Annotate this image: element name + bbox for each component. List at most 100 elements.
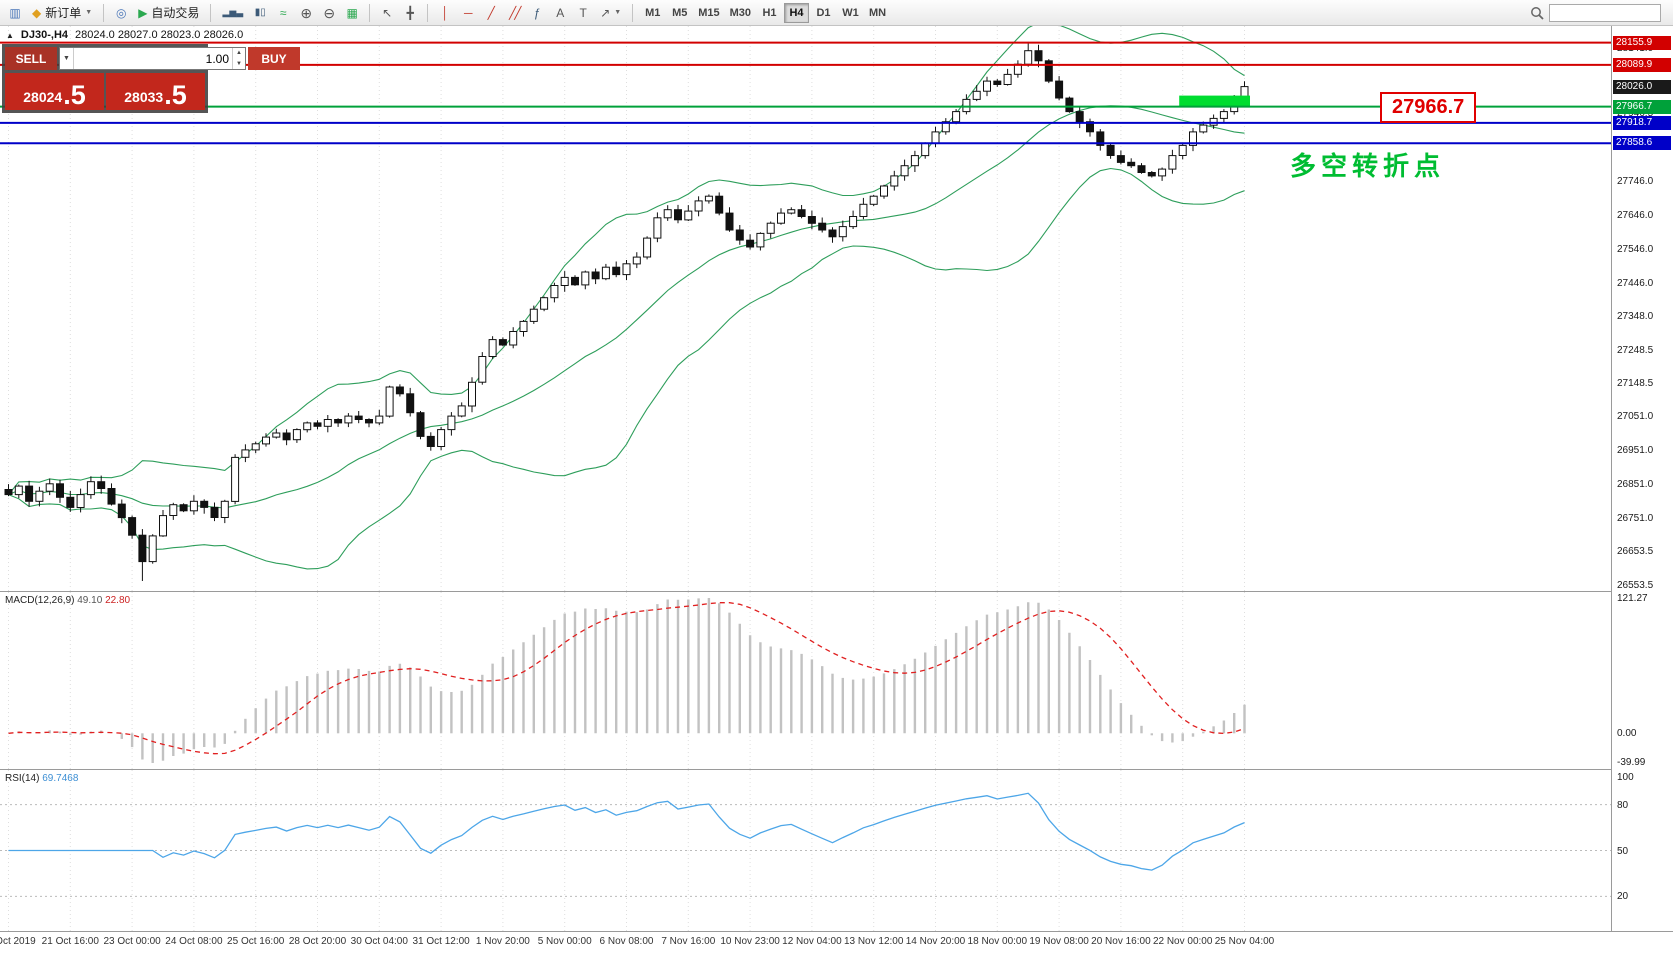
candle: [632, 256, 641, 265]
symbol-name: DJ30-,H4: [20, 29, 68, 41]
toolbar-separator: [427, 3, 429, 22]
pane-divider[interactable]: [0, 769, 1673, 770]
rsi-pane[interactable]: [0, 770, 1611, 931]
candle: [715, 195, 724, 214]
candle: [385, 386, 394, 417]
candle: [354, 415, 363, 421]
timeframe-m5[interactable]: M5: [672, 6, 688, 19]
toolbar-separator: [632, 3, 634, 22]
candle: [509, 331, 518, 346]
volume-dropdown-icon[interactable]: ▼: [60, 48, 74, 69]
candle: [684, 210, 693, 221]
candle: [375, 415, 384, 424]
pane-divider[interactable]: [0, 591, 1673, 592]
candle: [1158, 168, 1167, 177]
timeframe-w1[interactable]: W1: [842, 6, 859, 19]
price-callout[interactable]: 27966.7: [1380, 91, 1477, 123]
collapse-triangle-icon[interactable]: ▲: [6, 30, 14, 40]
line-chart-icon[interactable]: ≈: [279, 5, 287, 20]
time-axis-label: 1 Nov 20:00: [475, 936, 530, 947]
zoom-out-icon[interactable]: ⊖: [323, 4, 336, 21]
volume-control: ▼ ▲ ▼: [59, 47, 246, 70]
candle: [818, 222, 827, 231]
candle: [25, 485, 34, 502]
candle: [1055, 80, 1064, 99]
candle: [488, 339, 497, 358]
candle: [663, 209, 672, 219]
price-axis-label: 27348.0: [1617, 310, 1654, 322]
timeframe-d1[interactable]: D1: [816, 6, 831, 19]
time-axis-label: 25 Oct 16:00: [227, 936, 285, 947]
new-order-button[interactable]: ◆ 新订单 ▼: [27, 2, 97, 24]
candle: [107, 488, 116, 505]
time-axis: 18 Oct 2019 21 Oct 16:00 23 Oct 00:00 24 Oc…: [0, 932, 1673, 953]
chinese-annotation[interactable]: 多空转折点: [1290, 151, 1446, 181]
timeframe-mn[interactable]: MN: [869, 6, 887, 19]
candle: [993, 80, 1002, 85]
buy-button[interactable]: BUY: [248, 47, 300, 70]
macd-pane[interactable]: [0, 592, 1611, 769]
tile-windows-icon[interactable]: ▦: [346, 5, 358, 20]
candle: [406, 393, 415, 414]
time-axis-label: 21 Oct 16:00: [41, 936, 99, 947]
sell-price[interactable]: 28024 .5: [5, 73, 104, 110]
time-axis-label: 23 Oct 00:00: [103, 936, 161, 947]
search-input[interactable]: [1549, 3, 1661, 22]
candle: [1044, 60, 1053, 82]
timeframe-m15[interactable]: M15: [698, 6, 720, 19]
candle: [612, 266, 621, 276]
candle: [1127, 161, 1136, 167]
candlestick-chart-icon[interactable]: ▮▯: [254, 6, 266, 18]
candle: [519, 320, 528, 332]
price-axis-label: 27446.0: [1617, 277, 1654, 289]
volume-input[interactable]: [74, 48, 232, 69]
arrows-icon[interactable]: ↗ ▼: [600, 5, 622, 20]
candle: [416, 412, 425, 437]
sell-price-pips: .5: [63, 79, 86, 110]
buy-price-main: 28033: [124, 89, 164, 105]
candle: [1199, 124, 1208, 133]
timeframe-h1[interactable]: H1: [762, 6, 777, 19]
price-axis-label: 50: [1617, 845, 1629, 857]
candle: [797, 209, 806, 217]
toolbar-separator: [210, 3, 212, 22]
sell-button[interactable]: SELL: [5, 47, 57, 70]
main-chart[interactable]: [0, 26, 1611, 591]
toolbar: ▥ ◆ 新订单 ▼ ◎ ▶ 自动交易 ▂▅▃ ▮▯ ≈ ⊕ ⊖ ▦ ↖ ╋ │ …: [0, 0, 1673, 26]
candle: [1106, 144, 1115, 157]
expert-advisors-icon[interactable]: ◎: [115, 5, 127, 20]
autotrade-button[interactable]: ▶ 自动交易: [133, 2, 204, 24]
text-icon[interactable]: A: [556, 5, 565, 20]
timeframe-m1[interactable]: M1: [645, 6, 661, 19]
bar-chart-icon[interactable]: ▂▅▃: [222, 7, 244, 17]
chart-window-icon[interactable]: ▥: [9, 5, 21, 20]
label-icon[interactable]: T: [579, 5, 587, 20]
candle: [1209, 117, 1218, 126]
highlight-box[interactable]: [1179, 95, 1250, 107]
zoom-in-icon[interactable]: ⊕: [300, 4, 313, 21]
timeframe-h4[interactable]: H4: [784, 2, 810, 23]
candle: [344, 415, 353, 424]
timeframe-m30[interactable]: M30: [729, 6, 752, 19]
volume-up-icon[interactable]: ▲: [236, 50, 242, 57]
trendline-icon[interactable]: ╱: [487, 5, 495, 20]
vertical-line-icon[interactable]: │: [441, 5, 449, 20]
candle: [292, 429, 301, 441]
crosshair-icon[interactable]: ╋: [406, 5, 414, 20]
search-icon[interactable]: [1530, 6, 1544, 20]
cursor-icon[interactable]: ↖: [382, 5, 393, 20]
candle: [807, 216, 816, 224]
price-axis-label: 27546.0: [1617, 243, 1654, 255]
volume-down-icon[interactable]: ▼: [236, 60, 242, 67]
candle: [849, 216, 858, 228]
time-axis-label: 6 Nov 08:00: [599, 936, 654, 947]
price-axis-label: 121.27: [1617, 593, 1648, 604]
candle: [859, 203, 868, 218]
horizontal-line-icon[interactable]: ─: [463, 5, 473, 20]
candle: [972, 90, 981, 100]
candle: [1189, 131, 1197, 146]
fibonacci-icon[interactable]: ƒ: [533, 5, 541, 20]
candle: [1075, 111, 1084, 123]
buy-price[interactable]: 28033 .5: [106, 73, 205, 110]
channel-icon[interactable]: ╱╱: [508, 5, 522, 20]
